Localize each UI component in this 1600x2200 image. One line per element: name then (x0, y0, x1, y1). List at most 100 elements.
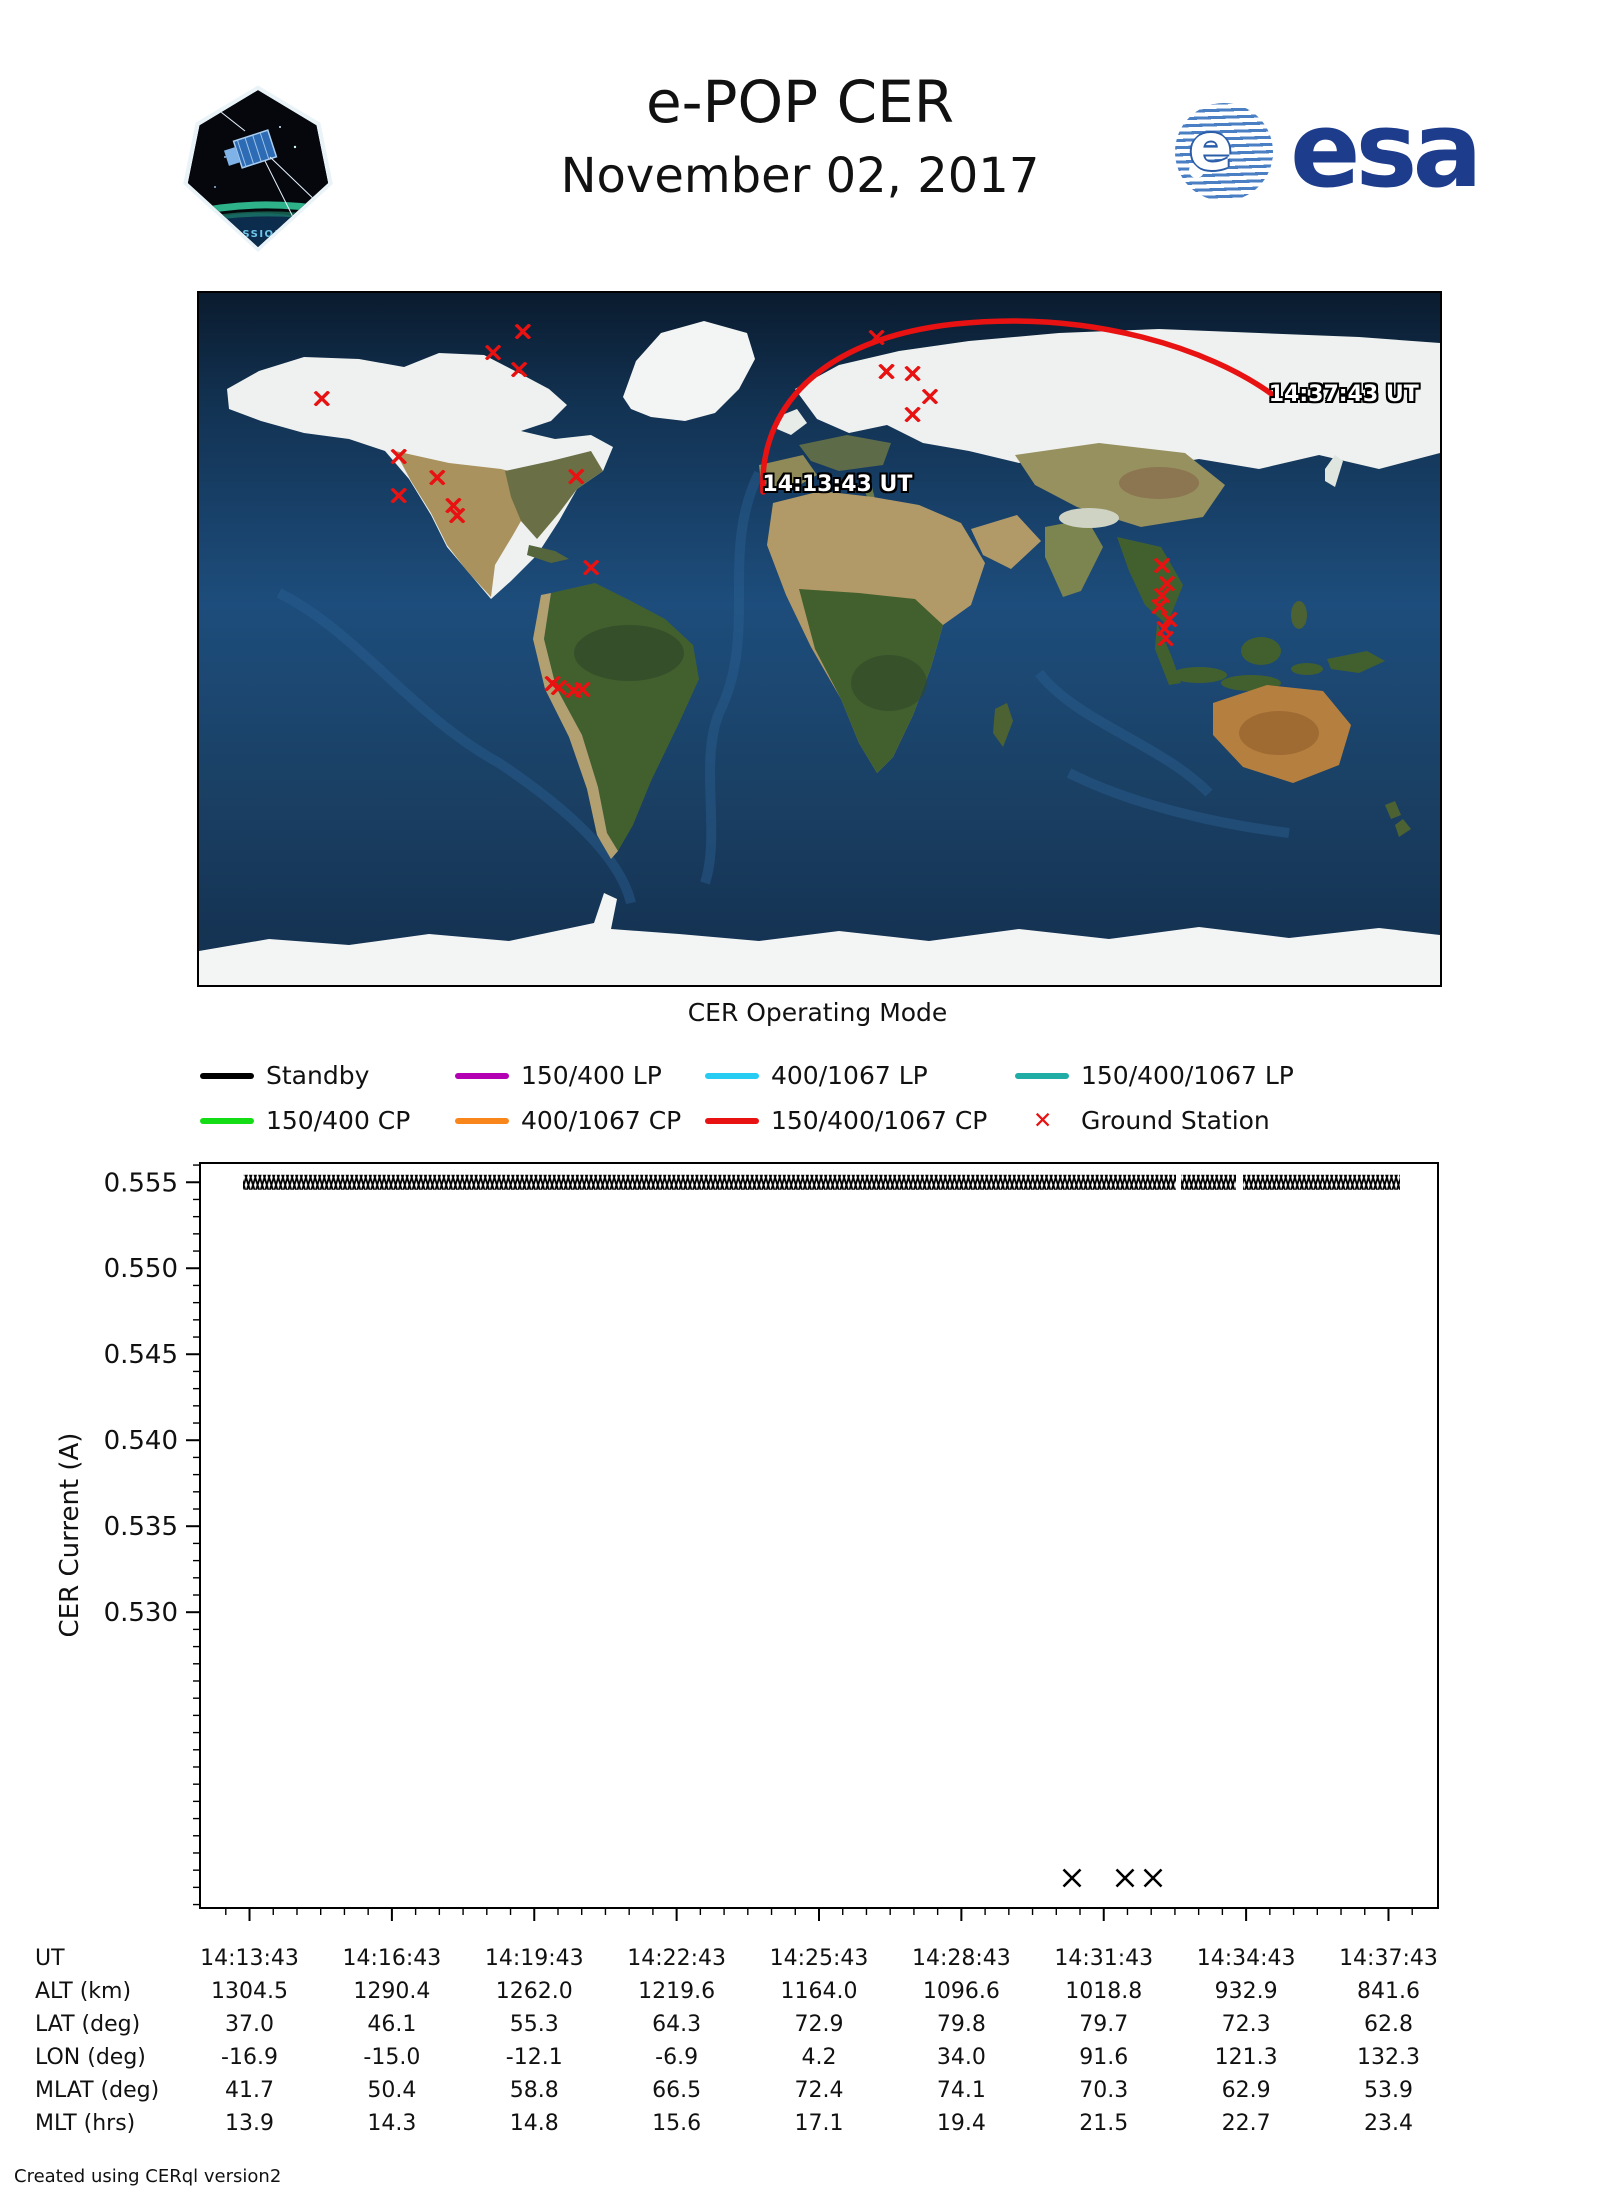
ground-station-marker: ✕ (446, 502, 469, 533)
table-cell: 14.8 (509, 2111, 559, 2136)
table-cell: 932.9 (1214, 1979, 1278, 2004)
table-row-label: UT (35, 1946, 65, 1971)
table-cell: -12.1 (505, 2045, 563, 2070)
cer-current-chart: 0.555 0.550 0.545 0.540 0.535 0.530 CER Curren… (55, 1162, 1439, 1921)
table-cell: 13.9 (225, 2111, 275, 2136)
legend-label: 150/400 CP (266, 1106, 411, 1135)
table-cell: 1304.5 (211, 1979, 289, 2004)
table-cell: 17.1 (794, 2111, 844, 2136)
ground-station-marker: ✕ (565, 462, 588, 493)
table-cell: 14:31:43 (1054, 1946, 1154, 1971)
y-tick-label: 0.540 (104, 1426, 178, 1456)
ground-station-marker: ✕ (1148, 592, 1171, 623)
table-cell: 19.4 (936, 2111, 986, 2136)
table-cell: 14:16:43 (342, 1946, 442, 1971)
legend-label: 150/400 LP (521, 1061, 662, 1090)
table-cell: 14:37:43 (1339, 1946, 1438, 1971)
table-cell: 14:25:43 (769, 1946, 869, 1971)
table-cell: 1290.4 (353, 1979, 431, 2004)
table-cell: 62.9 (1221, 2078, 1271, 2103)
table-cell: -15.0 (363, 2045, 421, 2070)
table-cell: 72.9 (794, 2012, 844, 2037)
table-cell: 841.6 (1356, 1979, 1420, 2004)
table-cell: 91.6 (1079, 2045, 1129, 2070)
track-end-label: 14:37:43 UT (1268, 381, 1419, 407)
legend-line-swatch (200, 1118, 254, 1124)
legend-label: 400/1067 LP (771, 1061, 928, 1090)
table-cell: 79.7 (1079, 2012, 1129, 2037)
table-cell: 132.3 (1356, 2045, 1420, 2070)
svg-text:CASSIOPE: CASSIOPE (224, 229, 291, 240)
ground-station-marker: ✕ (919, 383, 941, 414)
table-cell: 1262.0 (495, 1979, 573, 2004)
table-row-label: LAT (deg) (35, 2012, 141, 2037)
table-row-label: ALT (km) (35, 1979, 132, 2004)
ground-station-marker: ✕ (1154, 624, 1177, 655)
table-cell: 70.3 (1079, 2078, 1129, 2103)
legend-line-swatch (1015, 1073, 1069, 1079)
legend-label: Standby (266, 1061, 370, 1090)
table-cell: 15.6 (652, 2111, 702, 2136)
table-cell: 1096.6 (922, 1979, 1000, 2004)
table-cell: -6.9 (655, 2045, 699, 2070)
y-tick-label: 0.530 (104, 1598, 178, 1628)
legend-label: 400/1067 CP (521, 1106, 682, 1135)
ground-station-marker: ✕ (547, 673, 570, 704)
legend-line-swatch (455, 1118, 509, 1124)
table-cell: 46.1 (367, 2012, 417, 2037)
page-subtitle: November 02, 2017 (560, 148, 1040, 204)
table-cell: 23.4 (1363, 2111, 1413, 2136)
ground-station-marker: ✕ (901, 359, 924, 390)
legend-x-marker: ✕ (1033, 1108, 1053, 1134)
track-start-label: 14:13:43 UT (762, 471, 913, 497)
ground-station-marker: ✕ (875, 358, 898, 389)
table-cell: 14:22:43 (627, 1946, 727, 1971)
ground-station-marker: ✕ (426, 464, 449, 495)
ground-station-marker: ✕ (1151, 581, 1173, 612)
ground-station-marker: ✕ (511, 318, 534, 349)
ground-station-marker: ✕ (541, 669, 564, 700)
ground-station-marker: ✕ (580, 554, 603, 585)
y-tick-label: 0.545 (104, 1340, 178, 1370)
legend-line-swatch (455, 1073, 509, 1079)
table-cell: 1219.6 (638, 1979, 716, 2004)
ground-station-marker: ✕ (571, 675, 594, 706)
table-cell: 121.3 (1214, 2045, 1278, 2070)
y-tick-label: 0.550 (104, 1254, 178, 1284)
y-axis-label: CER Current (A) (55, 1433, 85, 1638)
legend-label: Ground Station (1081, 1106, 1270, 1135)
table-cell: 62.8 (1363, 2012, 1413, 2037)
page-title: e-POP CER (645, 68, 955, 136)
table-cell: 14.3 (367, 2111, 417, 2136)
legend-label: 150/400/1067 LP (1081, 1061, 1294, 1090)
map-caption: CER Operating Mode (687, 998, 948, 1027)
table-cell: 41.7 (225, 2078, 275, 2103)
ground-station-marker: ✕ (1151, 552, 1173, 583)
table-cell: 4.2 (801, 2045, 837, 2070)
satellite-track (760, 318, 1276, 495)
table-cell: 21.5 (1079, 2111, 1129, 2136)
ground-station-marker: ✕ (387, 442, 410, 473)
table-cell: 53.9 (1363, 2078, 1413, 2103)
esa-logo-e: e (1189, 111, 1233, 185)
table-cell: 14:13:43 (200, 1946, 299, 1971)
esa-logo-dot (1189, 163, 1204, 178)
table-cell: 34.0 (936, 2045, 986, 2070)
table-row-label: MLT (hrs) (35, 2111, 136, 2136)
ground-station-marker: ✕ (442, 491, 465, 522)
table-cell: 74.1 (936, 2078, 986, 2103)
table-cell: 22.7 (1221, 2111, 1271, 2136)
world-map: ✕ ✕ ✕ ✕ ✕ ✕ ✕ ✕ ✕ ✕ ✕ ✕ ✕ ✕ ✕ ✕ ✕ ✕ ✕ ✕ ✕ ✕ ✕ ✕ ✕ ✕ ✕ 14:13:43 UT … (197, 291, 1442, 987)
legend-label: 150/400/1067 CP (771, 1106, 988, 1135)
legend-line-swatch (705, 1073, 759, 1079)
table-cell: 66.5 (652, 2078, 702, 2103)
esa-logo-globe: e (1175, 103, 1273, 201)
table-cell: 64.3 (652, 2012, 702, 2037)
legend-line-swatch (200, 1073, 254, 1079)
table-cell: 1018.8 (1065, 1979, 1143, 2004)
table-cell: 50.4 (367, 2078, 417, 2103)
table-row-label: LON (deg) (35, 2045, 146, 2070)
esa-logo-wordmark: esa (1290, 89, 1483, 211)
ground-station-marker: ✕ (562, 677, 585, 708)
continents (199, 321, 1440, 985)
